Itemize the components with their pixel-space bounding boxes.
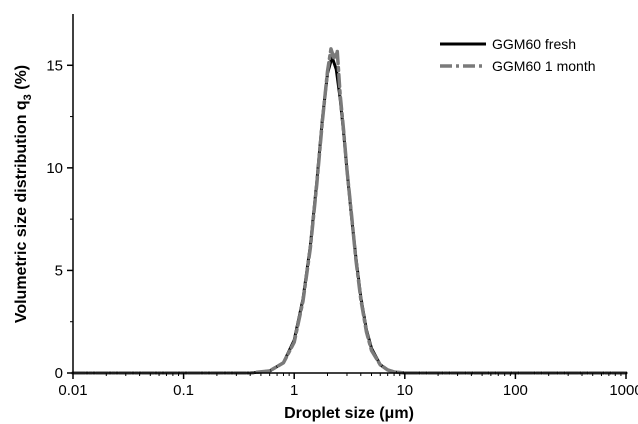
x-tick-label: 1 [290,382,298,399]
y-axis-title: Volumetric size distribution q3 (%) [13,65,34,323]
y-tick-label: 5 [55,262,63,279]
y-axis-title-main: Volumetric size distribution q [13,100,30,323]
y-tick-label: 0 [55,365,63,382]
y-tick-label: 10 [46,160,63,177]
series-line-fresh [71,55,628,375]
x-tick-label: 10 [396,382,413,399]
x-tick-label: 0.01 [58,382,87,399]
series-line-1-month [71,47,628,375]
y-ticks: 0 5 10 15 [46,57,73,382]
legend-label-1-month: GGM60 1 month [492,58,596,74]
x-tick-label: 0.1 [173,382,194,399]
legend: GGM60 fresh GGM60 1 month [440,36,596,74]
axes [72,14,626,374]
x-tick-label: 100 [503,382,528,399]
x-axis-title: Droplet size (μm) [284,405,414,422]
y-axis-title-subscript: 3 [22,94,34,100]
legend-label-fresh: GGM60 fresh [492,36,576,52]
plot-lines [71,47,628,375]
y-tick-label: 15 [46,57,63,74]
y-axis-title-tail: (%) [13,65,30,94]
